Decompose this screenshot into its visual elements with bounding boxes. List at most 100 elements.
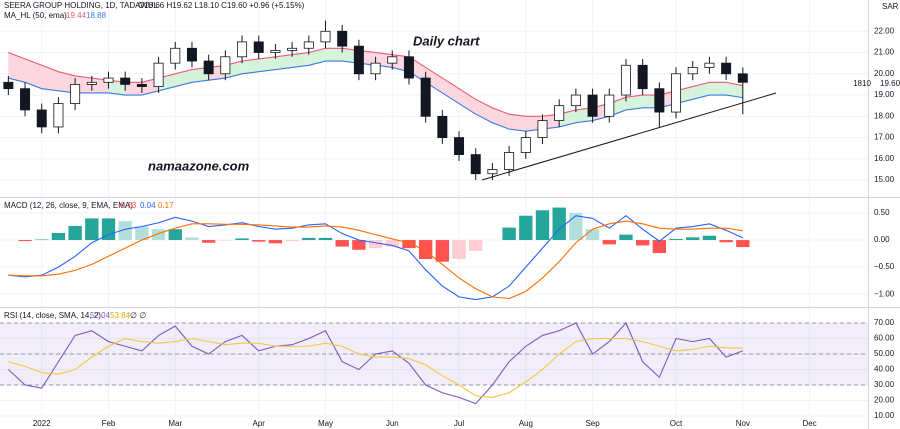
indicator-value: 0.17 [158,201,174,210]
candle-body [737,73,748,83]
x-tick-label: Dec [802,419,816,428]
indicator-value: 52.04 [90,311,111,320]
histogram-bar [218,240,233,241]
candle-body [454,137,465,155]
histogram-bar [519,215,533,241]
histogram-bar [268,240,283,244]
indicator-value: 19.44 [66,11,87,20]
ma-band [709,82,727,96]
histogram-bar [585,229,600,241]
candle-body [470,154,481,175]
y-tick-label: 16.00 [874,154,895,163]
grid [0,0,868,418]
histogram-bar [302,237,316,241]
x-tick-label: Oct [670,419,683,428]
candle-body [220,56,231,75]
histogram-bar [535,210,550,241]
annotation: namaazone.com [148,158,250,173]
x-tick-label: Aug [519,419,533,428]
histogram-bar [201,240,216,243]
ma-band [175,69,192,87]
histogram-bar [619,234,633,241]
ma-band [442,78,460,104]
histogram-bar [719,240,733,243]
histogram-bar [736,240,750,248]
y-tick-label: 22.00 [874,26,895,35]
y-tick-label: 10.00 [874,411,895,420]
candle-body [120,77,131,85]
candle-body [3,81,14,90]
x-tick-label: Sep [585,419,600,428]
candle-body [504,152,515,170]
candle-body [153,62,164,87]
histogram-bar [352,240,366,250]
histogram-bar [452,240,466,259]
y-tick-label: 70.00 [874,318,895,327]
ma-band [726,82,743,98]
indicator-label: MACD (12, 26, close, 9, EMA, EMA) [4,201,133,210]
y-tick-label: 19.00 [874,90,895,99]
price-tag: 19.60 [880,79,900,88]
histogram-bar [418,240,433,259]
candle-body [370,62,381,75]
histogram-bar [118,221,132,241]
x-tick-label: Jul [454,419,464,428]
candle-body [687,67,698,75]
x-tick-label: Mar [168,419,182,428]
histogram-bar [385,240,399,247]
candle-body [337,30,348,47]
indicator-value: ∅ ∅ [130,311,146,320]
candle-body [303,41,314,49]
histogram-bar [686,237,700,241]
annotation: Daily chart [413,33,480,48]
y-tick-label: 30.00 [874,380,895,389]
x-tick-label: 2022 [33,419,51,428]
candle-body [587,94,598,117]
indicator-label: MA_HL (50, ema) [4,11,67,20]
y-tick-label: −1.00 [874,289,895,298]
ma-band [41,65,59,91]
ma-band [425,67,443,93]
histogram-bar [51,233,66,241]
histogram-bar [569,212,583,241]
candle-body [103,77,114,83]
candle-body [721,62,732,75]
chart-title: SEERA GROUP HOLDING, 1D, TADAWUL [4,1,159,10]
candle-body [487,169,498,175]
histogram-bar [469,240,483,251]
y-tick-label: 40.00 [874,365,895,374]
candle-body [420,77,431,117]
histogram-bar [552,207,566,241]
currency: SAR [882,2,899,11]
histogram-bar [135,226,149,241]
x-tick-label: Apr [253,419,266,428]
x-tick-label: Nov [736,419,750,428]
series-line [8,47,743,117]
trend-line [481,92,777,181]
histogram-bar [669,238,683,241]
histogram-bar [18,240,32,242]
y-tick-label: 20.00 [874,396,895,405]
indicator-value: 0.04 [140,201,156,210]
candle-body [36,109,47,128]
candle-body [387,56,398,64]
histogram-bar [368,240,383,249]
ohlc: O18.66 H19.62 L18.10 C19.60 +0.96 (+5.15… [138,1,305,10]
indicator-value: -0.13 [118,201,137,210]
histogram-bar [35,239,49,241]
candle-body [287,47,298,51]
x-tick-label: Jun [386,419,399,428]
y-tick-label: 15.00 [874,175,895,184]
x-tick-label: May [318,419,333,428]
y-tick-label: 60.00 [874,334,895,343]
labels: 2022 Feb Mar Apr May Jun Jul Aug Sep Oct Nov Dec 15.… [33,26,895,428]
histogram-bar [702,235,717,241]
plot [0,20,868,405]
candle-body [520,137,531,153]
ma-band [292,52,309,68]
candle-body [620,64,631,96]
y-tick-label: 18.00 [874,111,895,120]
candle-body [170,47,181,64]
countdown: 1810 [853,79,871,88]
